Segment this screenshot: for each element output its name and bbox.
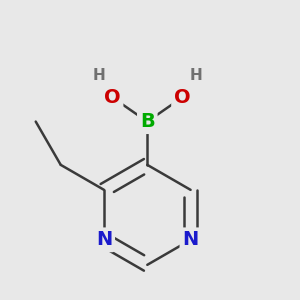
Text: O: O	[174, 88, 191, 107]
Text: N: N	[96, 230, 112, 249]
Text: H: H	[190, 68, 202, 83]
Text: B: B	[140, 112, 155, 131]
Text: N: N	[182, 230, 199, 249]
Text: H: H	[92, 68, 105, 83]
Text: O: O	[104, 88, 121, 107]
